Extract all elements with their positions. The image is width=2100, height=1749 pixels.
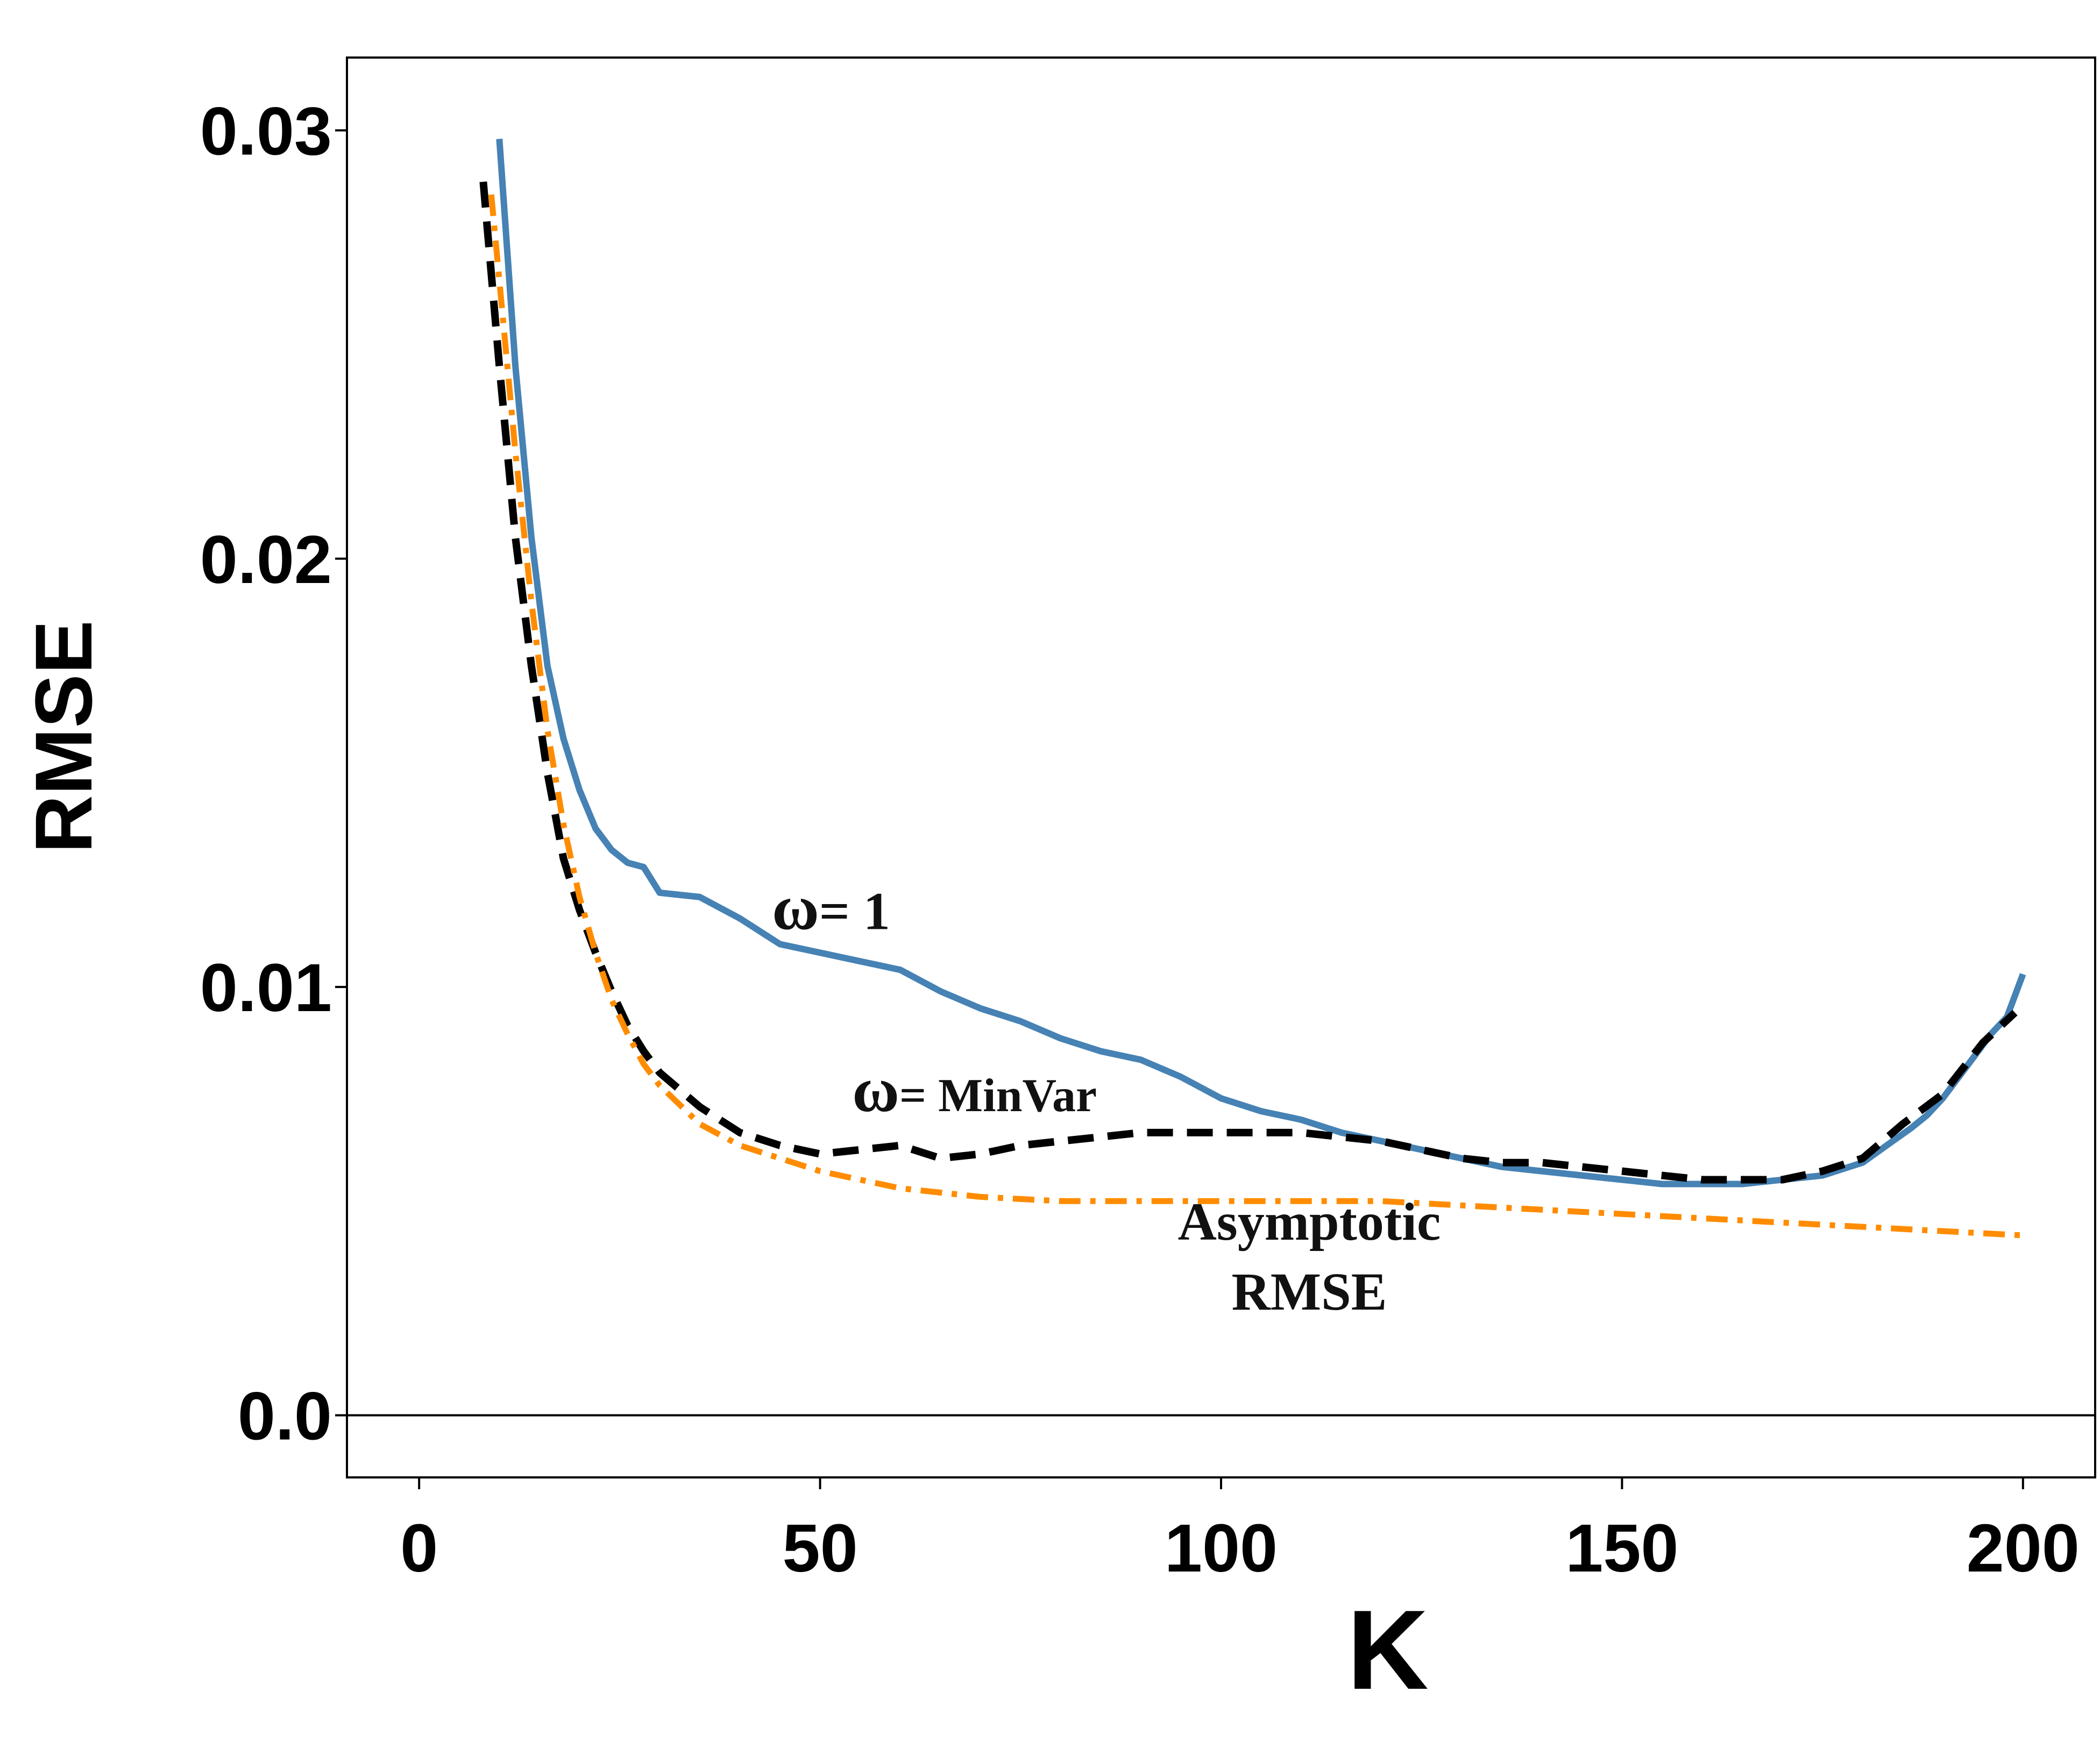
y-tick-label: 0.02 bbox=[200, 522, 332, 598]
y-axis-title: RMSE bbox=[18, 620, 109, 853]
y-tick-label: 0.03 bbox=[200, 93, 332, 169]
x-axis-title: K bbox=[1347, 1587, 1429, 1713]
series-line-1 bbox=[496, 138, 2026, 1188]
x-tick-label: 100 bbox=[1165, 1510, 1278, 1586]
annotation-omega1: ω= 1 bbox=[772, 872, 890, 943]
x-tick-label: 50 bbox=[783, 1510, 858, 1586]
annotation-minvar: ω= MinVar bbox=[852, 1054, 1097, 1125]
y-tick-label: 0.01 bbox=[200, 950, 332, 1026]
y-tick-label: 0.0 bbox=[238, 1378, 332, 1454]
x-tick-label: 0 bbox=[400, 1510, 438, 1586]
annotation-asym-line-2: RMSE bbox=[1232, 1262, 1387, 1321]
annotation-asym-line-1: Asymptotic bbox=[1178, 1192, 1441, 1252]
series-line-3 bbox=[488, 194, 2024, 1239]
x-tick-label: 200 bbox=[1967, 1510, 2080, 1586]
x-tick-label: 150 bbox=[1565, 1510, 1678, 1586]
